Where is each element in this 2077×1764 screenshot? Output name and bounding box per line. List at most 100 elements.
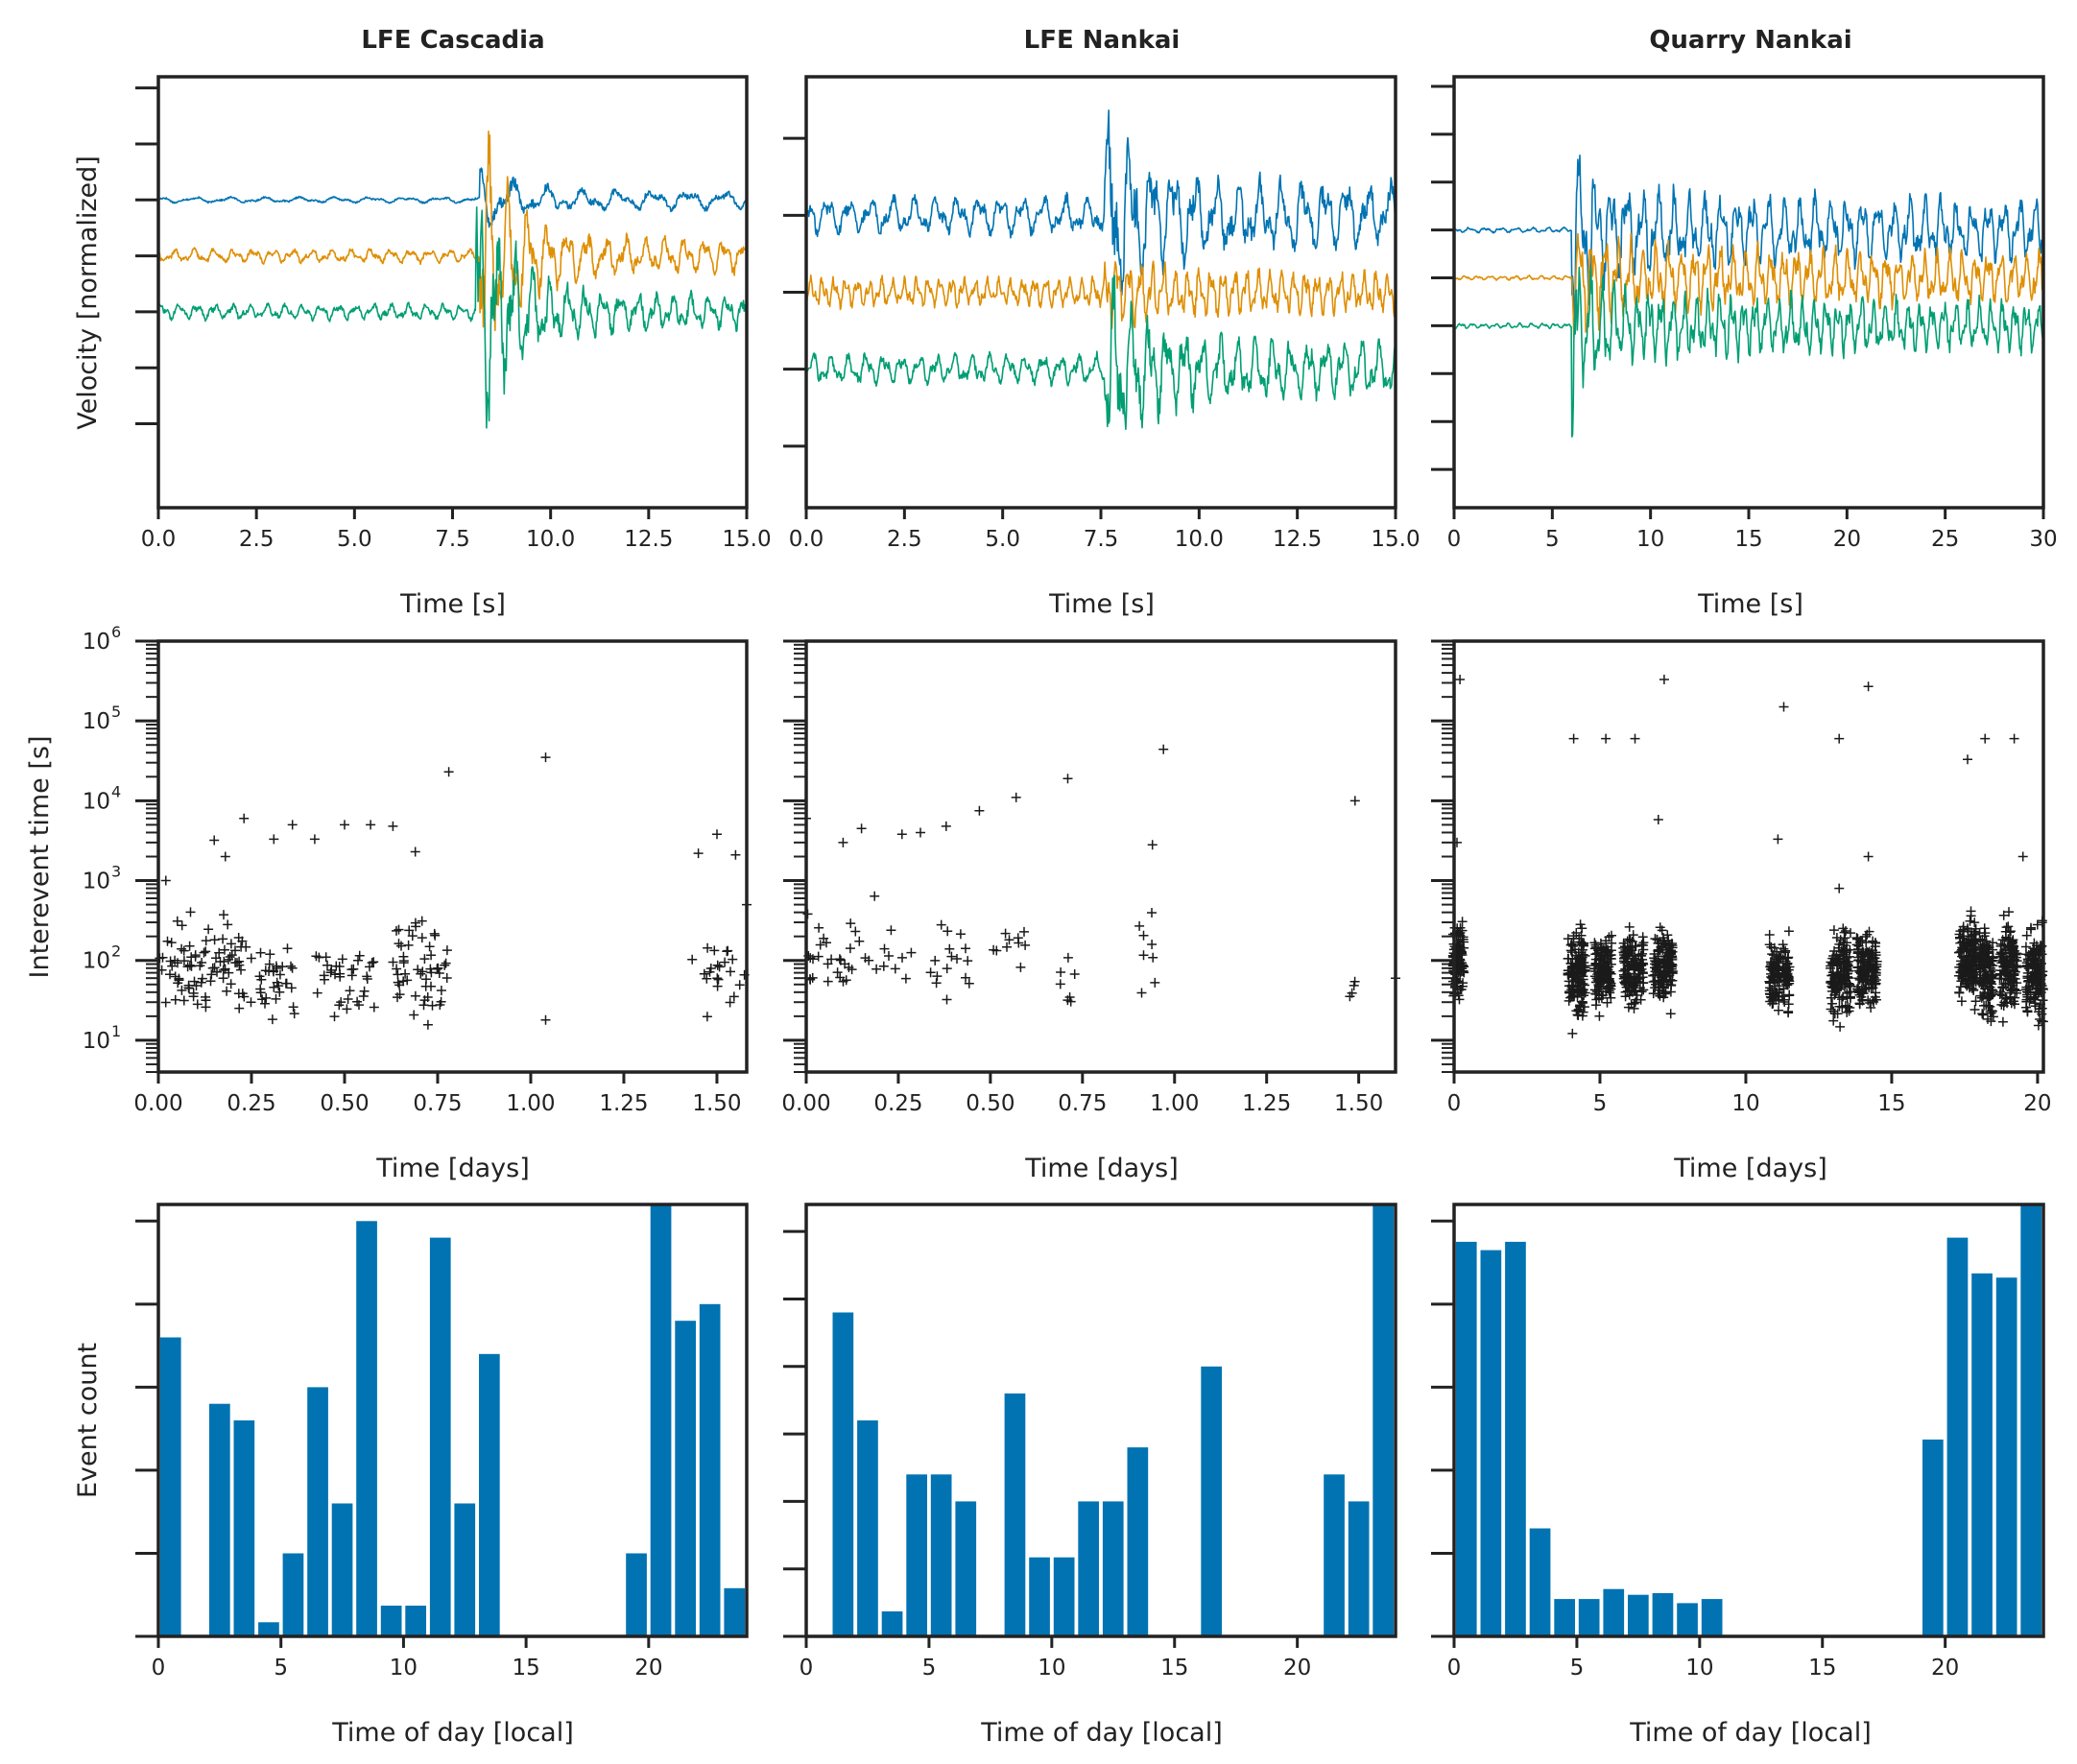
event-marker (1632, 976, 1642, 987)
event-marker (1576, 937, 1587, 947)
event-marker (1069, 969, 1080, 979)
histogram-bar-hour-22 (1348, 1501, 1370, 1636)
event-marker (814, 922, 824, 933)
event-marker (884, 951, 894, 961)
event-marker (2008, 935, 2018, 945)
event-marker (404, 925, 415, 936)
event-marker (705, 964, 716, 973)
event-marker (952, 954, 962, 964)
event-marker (367, 958, 377, 968)
event-marker (1598, 971, 1609, 981)
y-tick-exponent: 3 (111, 863, 121, 881)
event-marker (1663, 935, 1674, 945)
event-marker (172, 916, 182, 926)
event-marker (1779, 997, 1790, 1007)
event-marker (1767, 995, 1778, 1005)
event-marker (1772, 962, 1782, 972)
event-marker (1574, 985, 1585, 995)
histogram-bar-hour-13 (479, 1353, 500, 1636)
event-marker (345, 986, 355, 996)
event-marker (1455, 675, 1466, 684)
xlabel-time-s-1: Time [s] (399, 589, 506, 619)
event-marker (239, 991, 250, 1002)
event-marker (1665, 1009, 1676, 1019)
event-marker (1062, 952, 1073, 963)
event-marker (209, 935, 220, 945)
event-marker (179, 956, 189, 966)
waveform-trace-2 (157, 131, 748, 332)
x-tick-label: 10.0 (526, 527, 575, 552)
event-marker (280, 978, 291, 989)
event-marker (1004, 935, 1015, 945)
event-marker (890, 964, 900, 974)
x-tick-label: 1.00 (1150, 1091, 1199, 1116)
event-marker (930, 955, 941, 965)
x-tick-label: 0.00 (781, 1091, 830, 1116)
event-marker (1766, 959, 1777, 969)
event-marker (432, 964, 442, 974)
event-marker (246, 953, 256, 964)
event-marker (1966, 906, 1976, 917)
x-tick-label: 1.50 (1334, 1091, 1383, 1116)
event-marker (1955, 966, 1966, 977)
histogram-bar-hour-2 (857, 1420, 878, 1636)
column-title-lfe-nankai: LFE Nankai (1024, 26, 1181, 55)
event-marker (1861, 960, 1872, 970)
event-marker (1002, 942, 1012, 952)
event-marker (1629, 960, 1639, 970)
event-marker (1842, 965, 1852, 975)
x-tick-label: 2.5 (239, 527, 275, 552)
event-marker (234, 956, 245, 966)
event-marker (1595, 938, 1606, 948)
event-marker (944, 943, 955, 954)
event-marker (167, 961, 178, 971)
event-marker (1625, 942, 1635, 953)
event-marker (1624, 989, 1635, 1000)
event-marker (340, 820, 349, 830)
event-marker (331, 961, 342, 971)
event-marker (2027, 977, 2038, 987)
event-marker (409, 1010, 419, 1020)
event-marker (173, 958, 182, 968)
event-marker (201, 946, 211, 957)
event-marker (1563, 934, 1573, 944)
event-marker (2004, 907, 2014, 918)
event-marker (440, 960, 450, 970)
event-marker (179, 945, 189, 956)
y-tick-exponent: 6 (111, 623, 121, 641)
event-marker (1568, 733, 1579, 744)
event-marker (430, 930, 441, 941)
event-marker (219, 956, 229, 966)
event-marker (1349, 796, 1360, 806)
event-marker (1594, 1011, 1605, 1021)
waveform-panel-quarry-nankai: 0 5 10 15 20 25 30 (1431, 75, 2058, 552)
event-marker (275, 987, 285, 997)
event-marker (179, 995, 189, 1006)
event-marker (1567, 1028, 1578, 1038)
event-marker (931, 978, 942, 989)
event-marker (435, 1000, 445, 1010)
event-marker (288, 1002, 298, 1013)
x-tick-label: 0.50 (320, 1091, 369, 1116)
plot-frame (156, 75, 749, 510)
column-title-lfe-cascadia: LFE Cascadia (361, 26, 544, 55)
event-marker (1774, 1005, 1783, 1015)
histogram-bar-hour-10 (1701, 1599, 1723, 1636)
event-marker (2022, 1006, 2033, 1016)
event-marker (1853, 955, 1863, 965)
event-marker (1594, 993, 1604, 1004)
event-marker (369, 1002, 379, 1013)
event-marker (1606, 992, 1616, 1003)
histogram-bar-hour-23 (724, 1587, 746, 1636)
event-marker (184, 941, 195, 951)
y-tick-exponent: 4 (111, 782, 121, 800)
event-marker (1590, 940, 1601, 950)
event-marker (1826, 992, 1836, 1003)
event-marker (1134, 920, 1145, 931)
event-marker (703, 942, 713, 953)
event-marker (1826, 981, 1837, 991)
x-tick-label: 1.00 (506, 1091, 555, 1116)
event-marker (1148, 952, 1158, 963)
event-marker (1956, 956, 1967, 966)
event-marker (2012, 978, 2022, 989)
